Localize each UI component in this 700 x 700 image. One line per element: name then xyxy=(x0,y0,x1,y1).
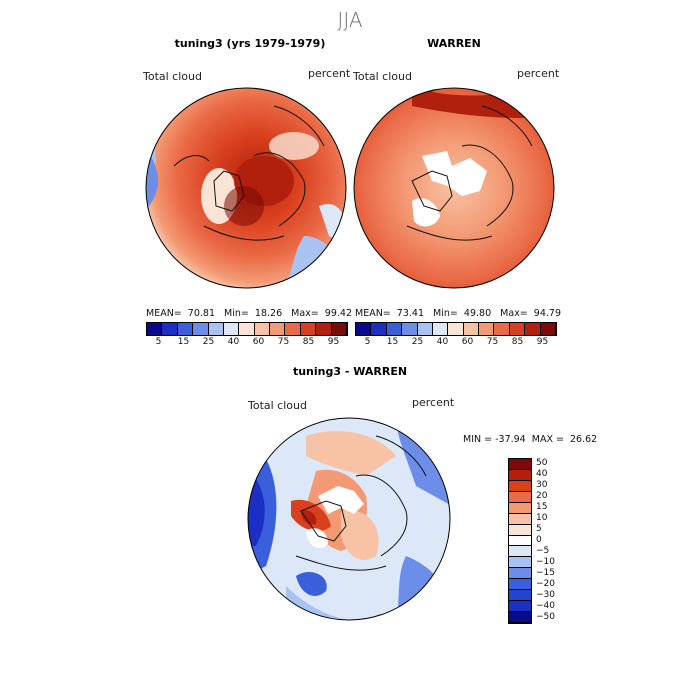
colorbar-tick-label: −30 xyxy=(536,589,555,600)
panel1-title: tuning3 (yrs 1979-1979) xyxy=(174,37,326,50)
colorbar-tick-label: 95 xyxy=(327,337,340,347)
colorbar-swatch xyxy=(525,323,541,335)
colorbar-tick-label: 10 xyxy=(536,513,548,524)
panel2-units: percent xyxy=(517,67,560,80)
colorbar-swatch xyxy=(208,323,224,335)
colorbar-tick-label: 85 xyxy=(302,337,315,347)
colorbar-tick-label: 95 xyxy=(536,337,549,347)
colorbar-swatch xyxy=(285,323,301,335)
colorbar-tick-label: 40 xyxy=(227,337,240,347)
panel3-map xyxy=(247,417,451,621)
colorbar-swatch xyxy=(509,579,531,591)
panel2-colorbar xyxy=(355,322,557,336)
colorbar-tick-label: 40 xyxy=(436,337,449,347)
colorbar-tick-label: 30 xyxy=(536,480,548,491)
colorbar-tick-label: 60 xyxy=(252,337,265,347)
colorbar-tick-label: 75 xyxy=(486,337,499,347)
colorbar-swatch xyxy=(509,459,531,470)
colorbar-tick-label: 40 xyxy=(536,469,548,480)
colorbar-swatch xyxy=(316,323,332,335)
colorbar-swatch xyxy=(494,323,510,335)
colorbar-swatch xyxy=(371,323,387,335)
colorbar-swatch xyxy=(509,590,531,602)
colorbar-swatch xyxy=(448,323,464,335)
colorbar-swatch xyxy=(509,546,531,558)
colorbar-tick-label: 5 xyxy=(536,524,542,535)
colorbar-tick-label: 25 xyxy=(202,337,215,347)
colorbar-tick-label: 0 xyxy=(536,535,542,545)
colorbar-swatch xyxy=(509,557,531,569)
colorbar-tick-label: 85 xyxy=(511,337,524,347)
colorbar-tick-label: 15 xyxy=(386,337,399,347)
colorbar-swatch xyxy=(331,323,347,335)
panel1-stats: MEAN= 70.81 Min= 18.26 Max= 99.42 xyxy=(146,308,353,319)
panel3-units: percent xyxy=(412,396,455,409)
colorbar-swatch xyxy=(432,323,449,335)
colorbar-swatch xyxy=(509,535,531,547)
panel1-map xyxy=(145,87,347,289)
colorbar-swatch xyxy=(509,568,531,580)
colorbar-tick-label: 15 xyxy=(177,337,190,347)
panel2-map xyxy=(353,87,555,289)
panel1-colorbar-labels: 5 15 25 40 60 75 85 95 xyxy=(146,337,346,349)
colorbar-swatch xyxy=(356,323,372,335)
colorbar-tick-label: −5 xyxy=(536,545,550,556)
colorbar-tick-label: 75 xyxy=(277,337,290,347)
colorbar-swatch xyxy=(463,323,480,335)
colorbar-swatch xyxy=(386,323,403,335)
panel2-variable: Total cloud xyxy=(353,70,412,83)
colorbar-swatch xyxy=(254,323,271,335)
colorbar-tick-label: −20 xyxy=(536,578,555,589)
colorbar-swatch xyxy=(509,601,531,613)
figure-title: JJA xyxy=(337,8,363,32)
colorbar-tick-label: −15 xyxy=(536,567,555,578)
colorbar-swatch xyxy=(300,323,317,335)
colorbar-swatch xyxy=(417,323,433,335)
colorbar-swatch xyxy=(270,323,286,335)
colorbar-swatch xyxy=(509,502,531,514)
panel2-stats: MEAN= 73.41 Min= 49.80 Max= 94.79 xyxy=(355,308,562,319)
colorbar-tick-label: 60 xyxy=(461,337,474,347)
colorbar-swatch xyxy=(193,323,209,335)
colorbar-swatch xyxy=(509,513,531,525)
colorbar-swatch xyxy=(509,480,531,492)
panel2-colorbar-labels: 5 15 25 40 60 75 85 95 xyxy=(355,337,555,349)
colorbar-tick-label: −50 xyxy=(536,611,555,622)
colorbar-tick-label: 50 xyxy=(536,458,548,469)
colorbar-swatch xyxy=(402,323,418,335)
colorbar-tick-label: −10 xyxy=(536,556,555,567)
colorbar-tick-label: −40 xyxy=(536,600,555,611)
panel1-variable: Total cloud xyxy=(143,70,202,83)
colorbar-swatch xyxy=(509,524,531,536)
panel1-colorbar xyxy=(146,322,348,336)
colorbar-swatch xyxy=(177,323,194,335)
panel3-stats: MIN = -37.94 MAX = 26.62 xyxy=(463,434,598,445)
panel1-units: percent xyxy=(308,67,351,80)
panel3-variable: Total cloud xyxy=(248,399,307,412)
colorbar-tick-label: 5 xyxy=(155,337,162,347)
colorbar-swatch xyxy=(509,323,526,335)
panel3-colorbar xyxy=(508,458,532,624)
panel3-title: tuning3 - WARREN xyxy=(292,365,408,378)
colorbar-swatch xyxy=(509,491,531,503)
colorbar-swatch xyxy=(239,323,255,335)
panel3-colorbar-labels: 50 40 30 20 15 10 5 0 −5 −10 −15 −20 −30 −40 −50 xyxy=(536,458,576,622)
colorbar-tick-label: 5 xyxy=(364,337,371,347)
colorbar-swatch xyxy=(223,323,240,335)
colorbar-swatch xyxy=(509,469,531,481)
colorbar-swatch xyxy=(540,323,556,335)
colorbar-tick-label: 20 xyxy=(536,491,548,502)
panel2-title: WARREN xyxy=(427,37,481,50)
colorbar-swatch xyxy=(479,323,495,335)
colorbar-swatch xyxy=(147,323,163,335)
colorbar-tick-label: 15 xyxy=(536,502,548,513)
colorbar-tick-label: 25 xyxy=(411,337,424,347)
colorbar-swatch xyxy=(509,612,531,623)
colorbar-swatch xyxy=(162,323,178,335)
